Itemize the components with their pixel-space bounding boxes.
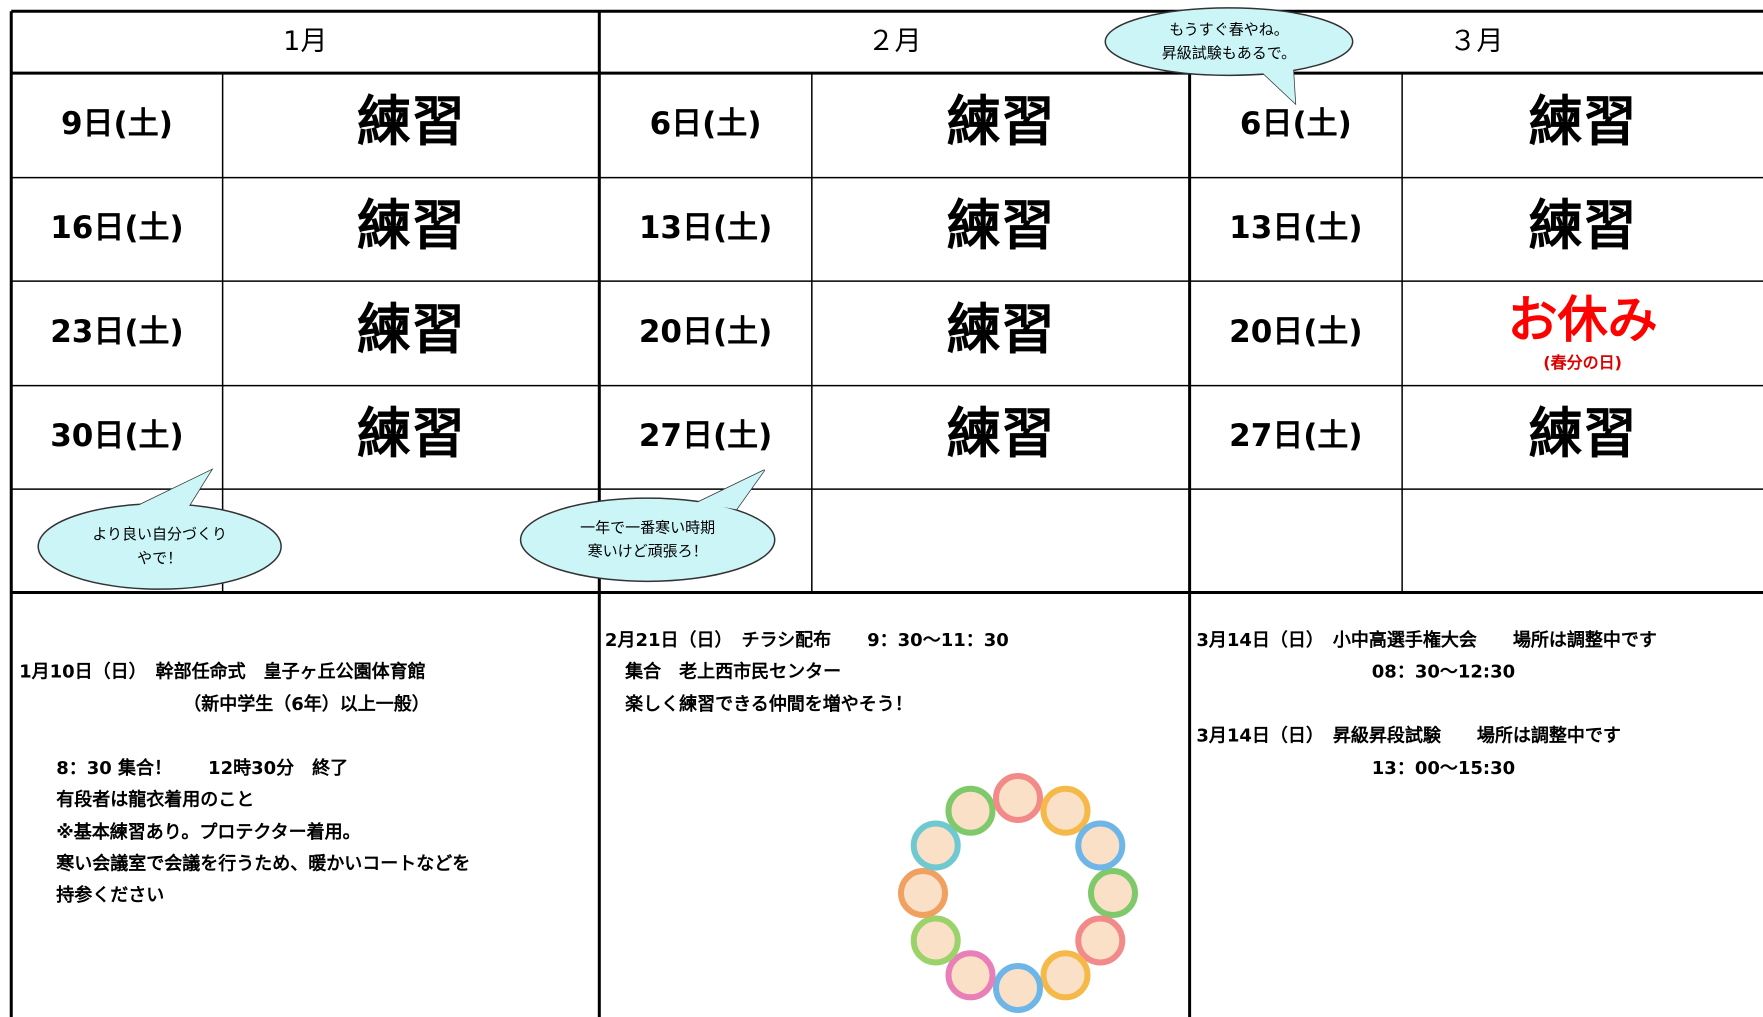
note-line: 8：30 集合！ 12時30分 終了 xyxy=(56,757,348,779)
note-line: 寒い会議室で会議を行うため、暖かいコートなどを xyxy=(55,853,470,875)
event: 練習 xyxy=(357,402,465,465)
month-header: 1月 xyxy=(283,26,327,57)
speech-bubble xyxy=(1104,7,1354,77)
speech-bubble xyxy=(519,497,776,583)
friend-head xyxy=(1075,915,1126,966)
friend-head xyxy=(1040,950,1091,1001)
bubble-tail-fill xyxy=(697,469,765,510)
date: 20日(土) xyxy=(639,314,772,350)
date: 27日(土) xyxy=(639,418,772,454)
friend-head xyxy=(1075,820,1126,871)
friend-head xyxy=(945,950,996,1001)
bubble-text: 昇級試験もあるで。 xyxy=(1162,44,1296,62)
friend-head xyxy=(993,963,1043,1013)
event: 練習 xyxy=(947,402,1055,465)
date: 30日(土) xyxy=(50,418,183,454)
note-line: 13：00～15:30 xyxy=(1372,758,1515,779)
event: お休み xyxy=(1508,291,1658,349)
note-line: 3月14日（日） 小中高選手権大会 場所は調整中です xyxy=(1196,629,1657,651)
note-line: （新中学生（6年）以上一般） xyxy=(183,693,430,715)
event: 練習 xyxy=(947,90,1055,153)
bubble-text: 一年で一番寒い時期 xyxy=(580,518,715,536)
event: 練習 xyxy=(947,298,1055,361)
note-line: 2月21日（日） チラシ配布 9：30～11：30 xyxy=(605,629,1009,651)
note-line: 1月10日（日） 幹部任命式 皇子ヶ丘公園体育館 xyxy=(19,660,426,682)
friend-head xyxy=(945,785,996,836)
note-line: 楽しく練習できる仲間を増やそう！ xyxy=(625,693,913,715)
bubble-text: 寒いけど頑張ろ！ xyxy=(588,542,708,560)
bubble-text: より良い自分づくり xyxy=(92,525,227,543)
date: 6日(土) xyxy=(1240,106,1352,142)
bubble-tail-fill xyxy=(1259,67,1296,104)
note-line: 持参ください xyxy=(56,884,164,906)
friend-head xyxy=(1088,868,1138,918)
event: 練習 xyxy=(357,298,465,361)
date: 13日(土) xyxy=(1229,210,1362,246)
event: 練習 xyxy=(1529,90,1637,153)
bubble-text: もうすぐ春やね。 xyxy=(1169,20,1289,38)
note-line: 集合 老上西市民センター xyxy=(624,660,841,682)
date: 9日(土) xyxy=(61,106,173,142)
bubble-text: やで！ xyxy=(137,549,182,567)
speech-bubble xyxy=(37,502,282,590)
event-note: (春分の日) xyxy=(1543,353,1622,372)
month-header: ２月 xyxy=(867,26,921,57)
date: 20日(土) xyxy=(1229,314,1362,350)
friend-head xyxy=(993,773,1043,823)
date: 6日(土) xyxy=(650,106,762,142)
event: 練習 xyxy=(1529,402,1637,465)
date: 27日(土) xyxy=(1229,418,1362,454)
event: 練習 xyxy=(1529,194,1637,257)
friends-illustration xyxy=(898,773,1138,1013)
event: 練習 xyxy=(357,194,465,257)
note-line: ※基本練習あり。プロテクター着用。 xyxy=(56,821,360,843)
date: 16日(土) xyxy=(50,210,183,246)
month-header: ３月 xyxy=(1449,26,1503,57)
bubble-tail-fill xyxy=(132,469,212,512)
date: 23日(土) xyxy=(50,314,183,350)
friend-head xyxy=(1040,785,1091,836)
event: 練習 xyxy=(947,194,1055,257)
date: 13日(土) xyxy=(639,210,772,246)
note-line: 有段者は龍衣着用のこと xyxy=(56,789,254,811)
friend-head xyxy=(898,868,948,918)
note-line: 08：30～12:30 xyxy=(1372,661,1515,682)
note-line: 3月14日（日） 昇級昇段試験 場所は調整中です xyxy=(1196,724,1621,746)
friend-head xyxy=(910,820,961,871)
event: 練習 xyxy=(357,90,465,153)
friend-head xyxy=(910,915,961,966)
